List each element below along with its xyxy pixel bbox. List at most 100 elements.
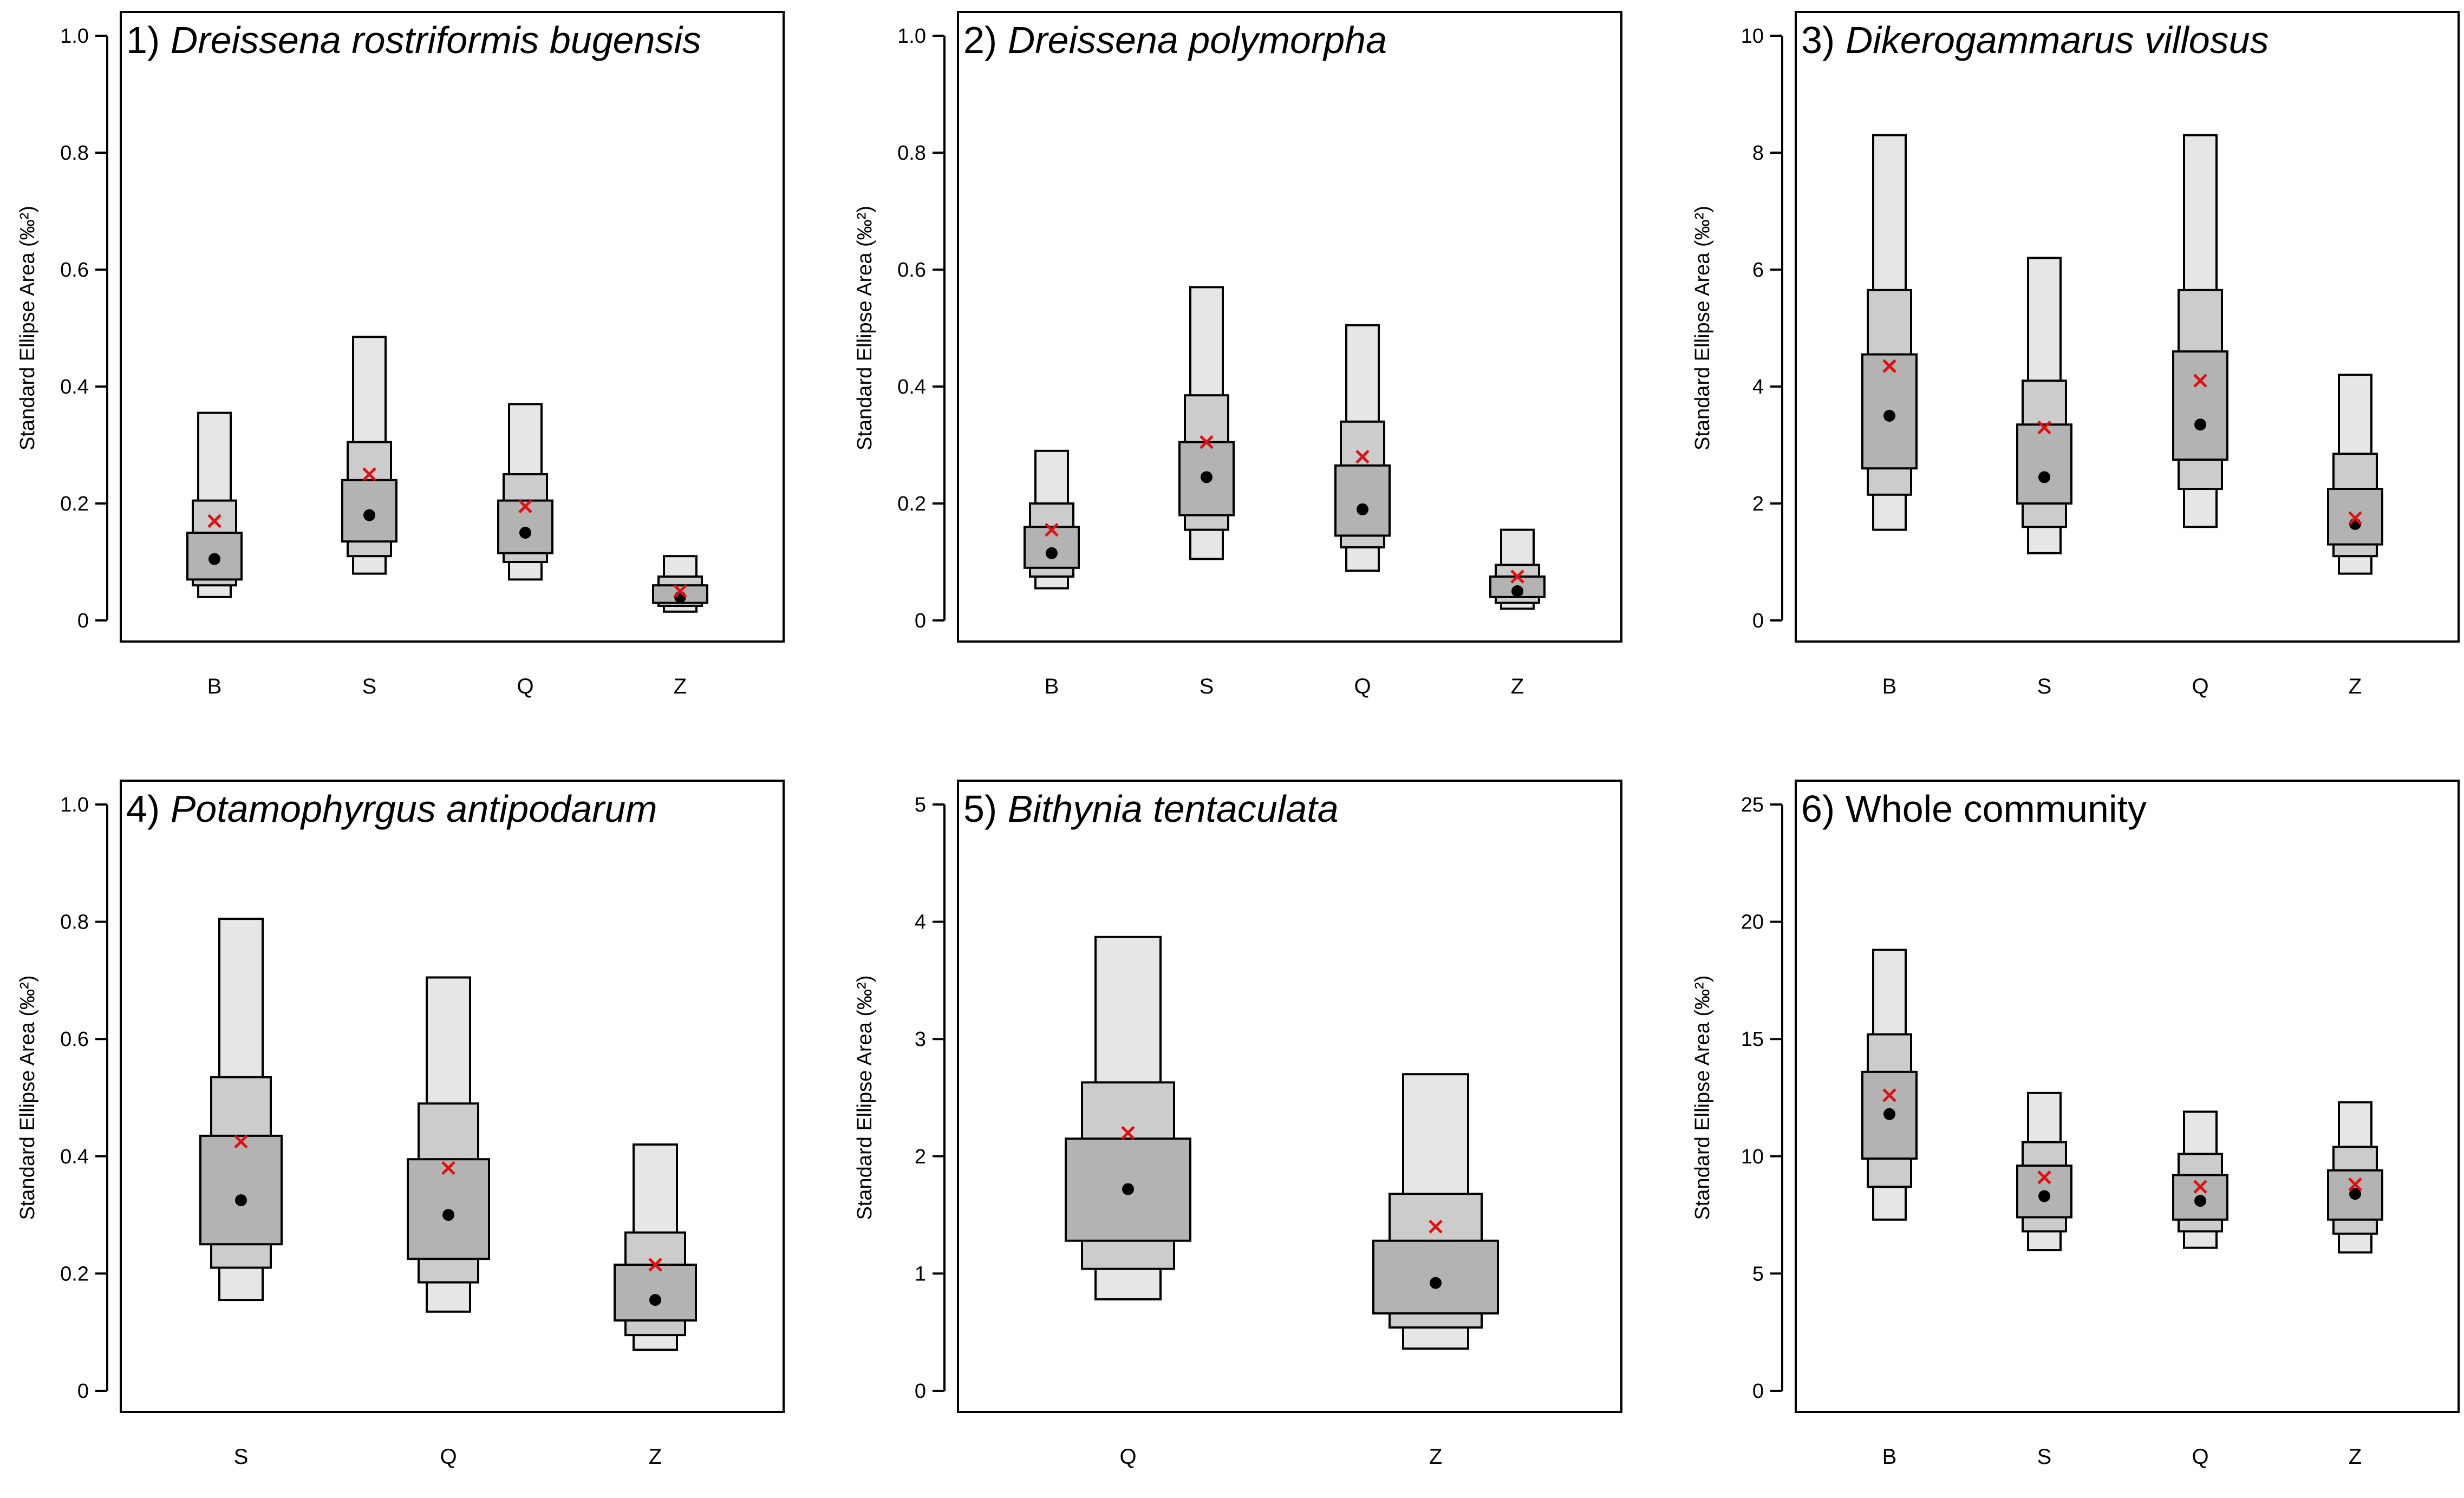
y-tick-label: 0.8 bbox=[897, 142, 926, 165]
plot-frame bbox=[120, 780, 785, 1413]
y-axis-title: Standard Ellipse Area (‰²) bbox=[16, 206, 39, 450]
ci50-box bbox=[2016, 423, 2072, 505]
y-tick-label: 4 bbox=[1752, 376, 1764, 398]
mode-point bbox=[1883, 410, 1895, 422]
panel-title: 3) Dikerogammarus villosus bbox=[1801, 19, 2269, 61]
y-axis-title: Standard Ellipse Area (‰²) bbox=[1691, 976, 1714, 1220]
mean-marker bbox=[2348, 1178, 2362, 1192]
mode-point bbox=[1201, 471, 1213, 483]
x-tick-label: B bbox=[1882, 1445, 1897, 1469]
x-tick-label: S bbox=[2037, 1445, 2052, 1469]
x-tick-label: S bbox=[234, 1445, 249, 1469]
y-tick-label: 0 bbox=[1752, 610, 1764, 632]
plot-frame bbox=[1795, 780, 2460, 1413]
x-tick-label: Z bbox=[1511, 675, 1524, 698]
mean-marker bbox=[2193, 374, 2207, 388]
x-tick-label: Z bbox=[649, 1445, 662, 1469]
y-tick-label: 0.2 bbox=[60, 493, 89, 515]
mode-point bbox=[2038, 1190, 2050, 1202]
y-tick-label: 0.8 bbox=[60, 142, 89, 165]
sea-box-Z bbox=[1372, 1073, 1499, 1350]
y-tick-label: 1 bbox=[915, 1262, 926, 1285]
sea-box-B bbox=[1861, 948, 1918, 1221]
y-tick-label: 0 bbox=[915, 1380, 926, 1403]
sea-box-Z bbox=[652, 555, 708, 613]
y-tick-label: 1.0 bbox=[60, 794, 89, 816]
mode-point bbox=[1046, 547, 1058, 559]
sea-box-S bbox=[1178, 286, 1235, 560]
mode-point bbox=[519, 527, 531, 539]
sea-box-Z bbox=[614, 1143, 697, 1351]
ci50-box bbox=[2327, 488, 2383, 546]
mode-point bbox=[1357, 503, 1368, 515]
ci50-box bbox=[1334, 464, 1391, 537]
x-tick-label: Q bbox=[2192, 1445, 2208, 1469]
mean-marker bbox=[1121, 1126, 1135, 1140]
ci50-box bbox=[199, 1134, 283, 1246]
y-tick-label: 3 bbox=[915, 1028, 926, 1051]
mean-marker bbox=[2037, 420, 2051, 435]
y-tick-label: 2 bbox=[915, 1146, 926, 1168]
sea-box-S bbox=[2016, 257, 2072, 554]
mean-marker bbox=[207, 514, 221, 528]
y-tick-label: 0.4 bbox=[60, 376, 89, 398]
plot-frame bbox=[1795, 11, 2460, 643]
y-tick-label: 5 bbox=[915, 794, 926, 816]
mode-point bbox=[442, 1209, 454, 1221]
ci50-box bbox=[186, 532, 243, 581]
sea-box-S bbox=[199, 918, 283, 1301]
sea-box-Z bbox=[2327, 1101, 2383, 1254]
y-tick-label: 0 bbox=[77, 1380, 89, 1403]
mean-marker bbox=[1355, 449, 1370, 464]
mean-marker bbox=[2037, 1170, 2051, 1185]
y-tick-label: 10 bbox=[1741, 25, 1764, 48]
ci50-box bbox=[1024, 526, 1080, 569]
mode-point bbox=[1883, 1108, 1895, 1120]
mode-point bbox=[2194, 418, 2206, 431]
panel-title: 6) Whole community bbox=[1801, 788, 2147, 830]
sea-box-Q bbox=[407, 976, 490, 1313]
mode-point bbox=[363, 509, 375, 521]
x-tick-label: B bbox=[207, 675, 222, 698]
x-tick-label: Q bbox=[1119, 1445, 1136, 1469]
y-tick-label: 0.4 bbox=[60, 1146, 89, 1168]
x-tick-label: B bbox=[1882, 675, 1897, 698]
mean-marker bbox=[1882, 1088, 1896, 1102]
y-tick-label: 1.0 bbox=[897, 25, 926, 48]
sea-box-S bbox=[341, 336, 397, 575]
y-axis-title: Standard Ellipse Area (‰²) bbox=[853, 976, 876, 1220]
y-tick-label: 5 bbox=[1752, 1262, 1764, 1285]
x-tick-label: Z bbox=[674, 675, 687, 698]
panel-4: 0 0.2 0.4 0.6 0.8 1.0 Standard Ellipse Area (‰… bbox=[16, 780, 785, 1469]
mean-marker bbox=[2348, 511, 2362, 525]
y-tick-label: 0.8 bbox=[60, 911, 89, 934]
sea-box-Q bbox=[1334, 324, 1391, 572]
y-tick-label: 10 bbox=[1741, 1146, 1764, 1168]
ci50-box bbox=[2172, 350, 2228, 461]
y-tick-label: 0 bbox=[77, 610, 89, 632]
mean-marker bbox=[362, 467, 376, 481]
y-tick-label: 0.6 bbox=[60, 1028, 89, 1051]
y-tick-label: 6 bbox=[1752, 259, 1764, 282]
mean-marker bbox=[518, 499, 532, 514]
sea-box-Q bbox=[2172, 1110, 2228, 1249]
sea-box-Z bbox=[2327, 374, 2383, 575]
sea-box-Q bbox=[497, 403, 553, 581]
sea-box-B bbox=[186, 411, 243, 598]
plot-frame bbox=[957, 780, 1622, 1413]
panel-title: 2) Dreissena polymorpha bbox=[963, 19, 1387, 61]
mode-point bbox=[1430, 1277, 1442, 1289]
mean-marker bbox=[2193, 1180, 2207, 1194]
x-tick-label: S bbox=[362, 675, 377, 698]
panel-3: 0 2 4 6 8 10 Standard Ellipse Area (‰²) B S Q Z 3) … bbox=[1691, 11, 2460, 698]
y-tick-label: 8 bbox=[1752, 142, 1764, 165]
mode-point bbox=[235, 1194, 247, 1207]
y-axis-title: Standard Ellipse Area (‰²) bbox=[16, 976, 39, 1220]
mean-marker bbox=[673, 584, 687, 598]
sea-box-B bbox=[1024, 449, 1080, 590]
mean-marker bbox=[234, 1134, 248, 1149]
sea-box-S bbox=[2016, 1091, 2072, 1252]
panel-title: 5) Bithynia tentaculata bbox=[963, 788, 1339, 830]
y-axis-title: Standard Ellipse Area (‰²) bbox=[1691, 206, 1714, 450]
